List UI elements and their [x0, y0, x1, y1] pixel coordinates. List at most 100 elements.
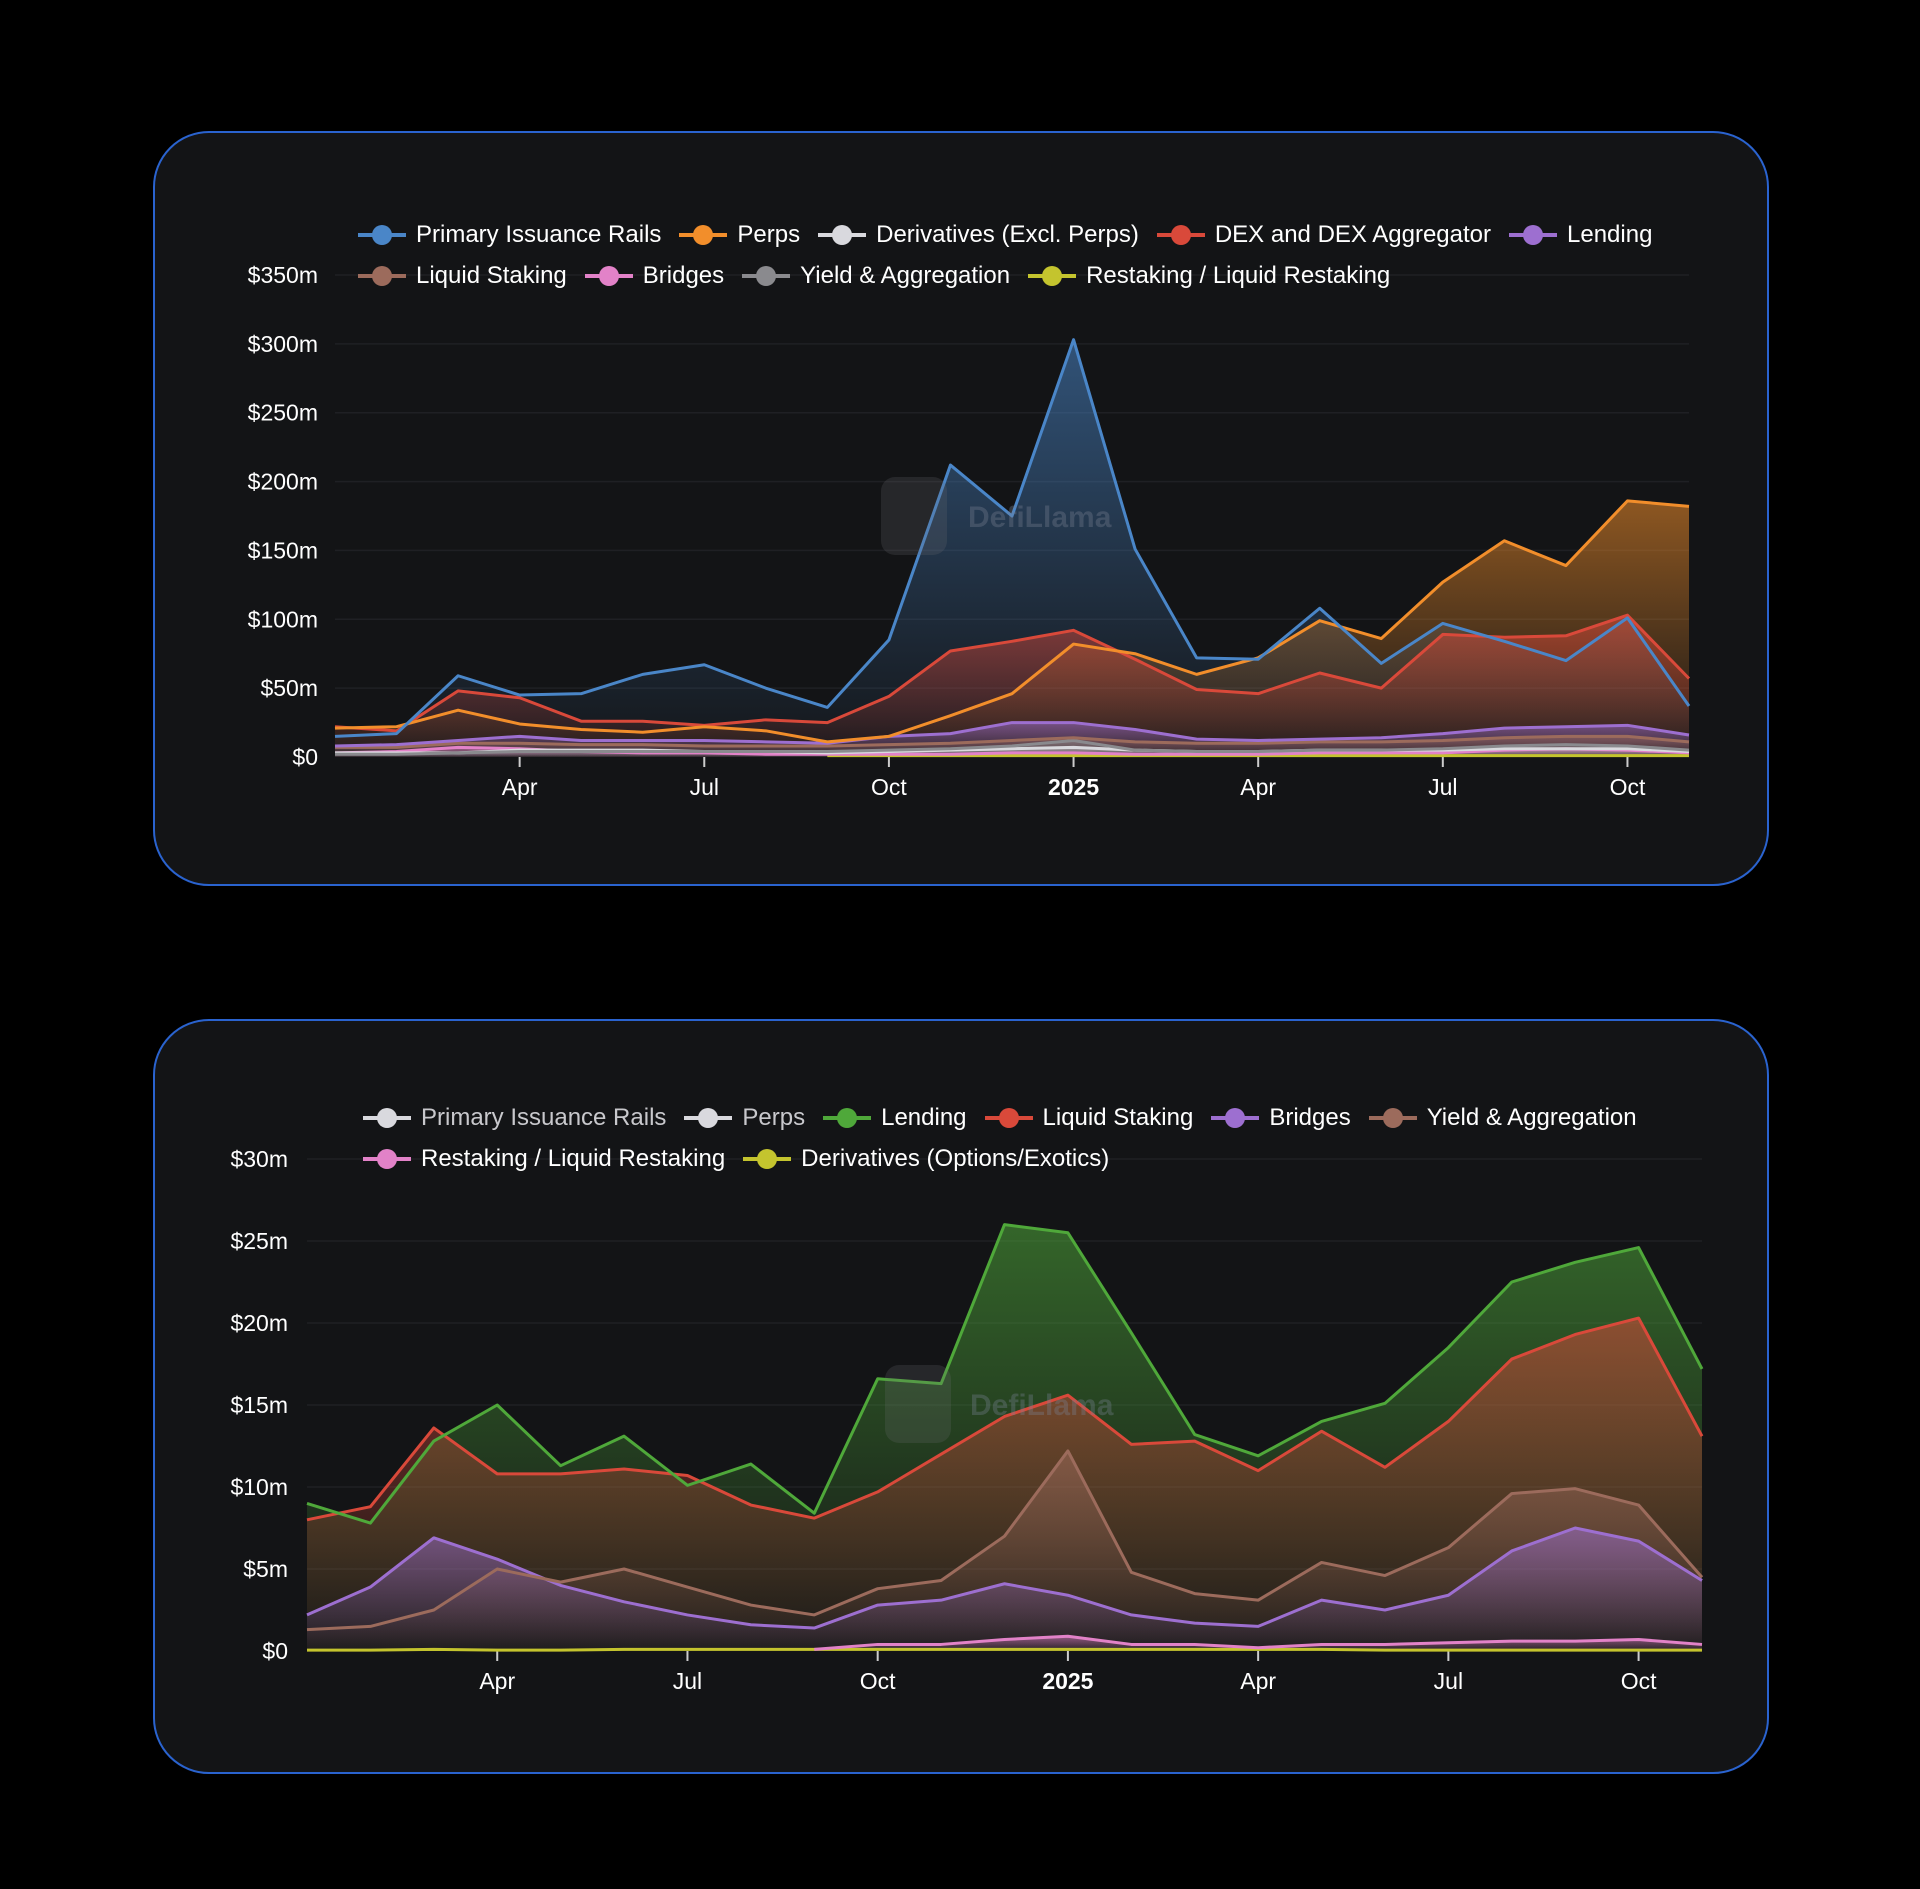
legend-item-dex-and-dex-aggregator[interactable]: DEX and DEX Aggregator: [1156, 221, 1492, 249]
legend-item-restaking-liquid-restaking[interactable]: Restaking / Liquid Restaking: [363, 1145, 725, 1173]
legend-label: Lending: [1567, 221, 1653, 248]
chart-top: $0 $50m $100m $150m $200m $250m $300m $350m Apr J…: [248, 262, 1691, 800]
series-line-lending[interactable]: [334, 721, 1690, 748]
legend-marker-icon: [743, 1149, 792, 1169]
x-tick-label: 2025: [1042, 1668, 1093, 1694]
legend-item-lending[interactable]: Lending: [823, 1104, 967, 1132]
x-tick-label: Jul: [1428, 774, 1457, 800]
series-line-derivatives-options-exotics[interactable]: [307, 1647, 1702, 1652]
chart-card-top: $0 $50m $100m $150m $200m $250m $300m $350m Apr J…: [153, 131, 1769, 886]
legend-item-primary-issuance-rails[interactable]: Primary Issuance Rails: [363, 1104, 666, 1132]
legend-label: Yield & Aggregation: [800, 262, 1011, 289]
chart-card-bottom: $0 $5m $10m $15m $20m $25m $30m Apr Jul Oct 2025 Ap…: [153, 1019, 1769, 1774]
series-line-yield-aggregation[interactable]: [306, 1449, 1704, 1632]
legend-item-bridges[interactable]: Bridges: [584, 262, 725, 290]
legend-label: Primary Issuance Rails: [421, 1104, 667, 1131]
y-tick-label: $25m: [230, 1228, 288, 1254]
legend-label: Restaking / Liquid Restaking: [421, 1145, 726, 1172]
y-tick-label: $30m: [230, 1146, 288, 1172]
legend-marker-icon: [363, 1108, 411, 1128]
legend-marker-icon: [818, 225, 867, 245]
legend-item-lending[interactable]: Lending: [1509, 221, 1652, 249]
series-line-primary-issuance-rails[interactable]: [334, 338, 1691, 738]
watermark: DefiLlama: [968, 501, 1112, 534]
y-tick-label: $0: [262, 1638, 288, 1664]
series-area-bridges: [307, 1528, 1702, 1651]
y-tick-label: $350m: [248, 262, 318, 288]
y-tick-label: $250m: [248, 400, 318, 426]
y-tick-label: $200m: [248, 469, 318, 495]
legend-item-liquid-staking[interactable]: Liquid Staking: [358, 262, 567, 290]
legend-marker-icon: [1156, 225, 1205, 245]
x-tick-label: Jul: [1434, 1668, 1463, 1694]
series-line-yield-aggregation[interactable]: [335, 738, 1690, 756]
x-tick-label: Oct: [1621, 1668, 1657, 1694]
y-tick-label: $300m: [248, 331, 318, 357]
x-tick-label: 2025: [1048, 774, 1099, 800]
legend-item-yield-aggregation[interactable]: Yield & Aggregation: [742, 262, 1010, 290]
legend-marker-icon: [679, 225, 728, 245]
legend-top: Primary Issuance Rails Perps Derivatives (…: [358, 221, 1688, 290]
series-area-yield-aggregation: [307, 1450, 1702, 1651]
legend-item-derivatives-excl-perps[interactable]: Derivatives (Excl. Perps): [818, 221, 1139, 249]
y-tick-label: $15m: [230, 1392, 288, 1418]
series-line-liquid-staking[interactable]: [335, 734, 1690, 749]
x-tick-label: Oct: [1610, 774, 1646, 800]
legend-item-primary-issuance-rails[interactable]: Primary Issuance Rails: [358, 221, 661, 249]
y-tick-label: $0: [292, 744, 318, 770]
legend-label: Derivatives (Excl. Perps): [876, 221, 1139, 248]
x-tick-label: Apr: [1240, 1668, 1276, 1694]
series-area-restaking-liquid-restaking: [814, 1636, 1702, 1651]
legend-marker-icon: [1211, 1108, 1260, 1128]
legend-marker-icon: [358, 225, 406, 245]
legend-marker-icon: [1509, 225, 1558, 245]
series-line-liquid-staking[interactable]: [306, 1316, 1704, 1522]
x-tick-label: Apr: [502, 774, 538, 800]
legend-item-bridges[interactable]: Bridges: [1211, 1104, 1351, 1132]
legend-marker-icon: [742, 266, 791, 286]
legend-item-perps[interactable]: Perps: [679, 221, 800, 249]
legend-marker-icon: [823, 1108, 872, 1128]
defillama-logo-icon: [881, 477, 947, 555]
legend-marker-icon: [358, 266, 406, 286]
legend-marker-icon: [363, 1149, 411, 1169]
x-tick-label: Oct: [860, 1668, 896, 1694]
legend-label: Derivatives (Options/Exotics): [801, 1145, 1110, 1172]
x-tick-label: Apr: [479, 1668, 515, 1694]
legend-label: Yield & Aggregation: [1426, 1104, 1637, 1131]
x-tick-label: Oct: [871, 774, 907, 800]
y-tick-label: $20m: [230, 1310, 288, 1336]
series-line-lending[interactable]: [306, 1223, 1704, 1525]
legend-label: Liquid Staking: [1042, 1104, 1194, 1131]
legend-item-restaking-liquid-restaking[interactable]: Restaking / Liquid Restaking: [1028, 262, 1390, 290]
y-tick-label: $50m: [260, 675, 318, 701]
legend-label: Restaking / Liquid Restaking: [1086, 262, 1391, 289]
legend-marker-icon: [684, 1108, 733, 1128]
legend-item-liquid-staking[interactable]: Liquid Staking: [984, 1104, 1194, 1132]
y-tick-label: $5m: [243, 1556, 288, 1582]
y-tick-label: $10m: [230, 1474, 288, 1500]
series-area-dex-and-dex-aggregator: [335, 615, 1689, 757]
x-tick-label: Jul: [690, 774, 719, 800]
y-tick-label: $150m: [248, 537, 318, 563]
watermark: DefiLlama: [970, 1389, 1114, 1422]
legend-label: Bridges: [642, 262, 725, 289]
legend-label: Liquid Staking: [416, 262, 567, 289]
series-line-perps[interactable]: [334, 499, 1690, 744]
x-tick-label: Jul: [673, 1668, 702, 1694]
series-line-dex-and-dex-aggregator[interactable]: [334, 613, 1691, 733]
legend-item-yield-aggregation[interactable]: Yield & Aggregation: [1368, 1104, 1637, 1132]
legend-marker-icon: [1368, 1108, 1417, 1128]
legend-label: Primary Issuance Rails: [416, 221, 662, 248]
legend-item-derivatives-options-exotics[interactable]: Derivatives (Options/Exotics): [743, 1145, 1109, 1173]
legend-label: Perps: [742, 1104, 806, 1131]
legend-marker-icon: [1028, 266, 1077, 286]
y-tick-label: $100m: [248, 606, 318, 632]
legend-label: DEX and DEX Aggregator: [1214, 221, 1492, 248]
x-tick-label: Apr: [1240, 774, 1276, 800]
chart-bottom: $0 $5m $10m $15m $20m $25m $30m Apr Jul Oct 2025 Ap…: [230, 1146, 1704, 1694]
series-line-restaking-liquid-restaking[interactable]: [814, 1634, 1703, 1651]
defillama-logo-icon: [885, 1365, 951, 1443]
legend-marker-icon: [984, 1108, 1033, 1128]
legend-item-perps[interactable]: Perps: [684, 1104, 805, 1132]
